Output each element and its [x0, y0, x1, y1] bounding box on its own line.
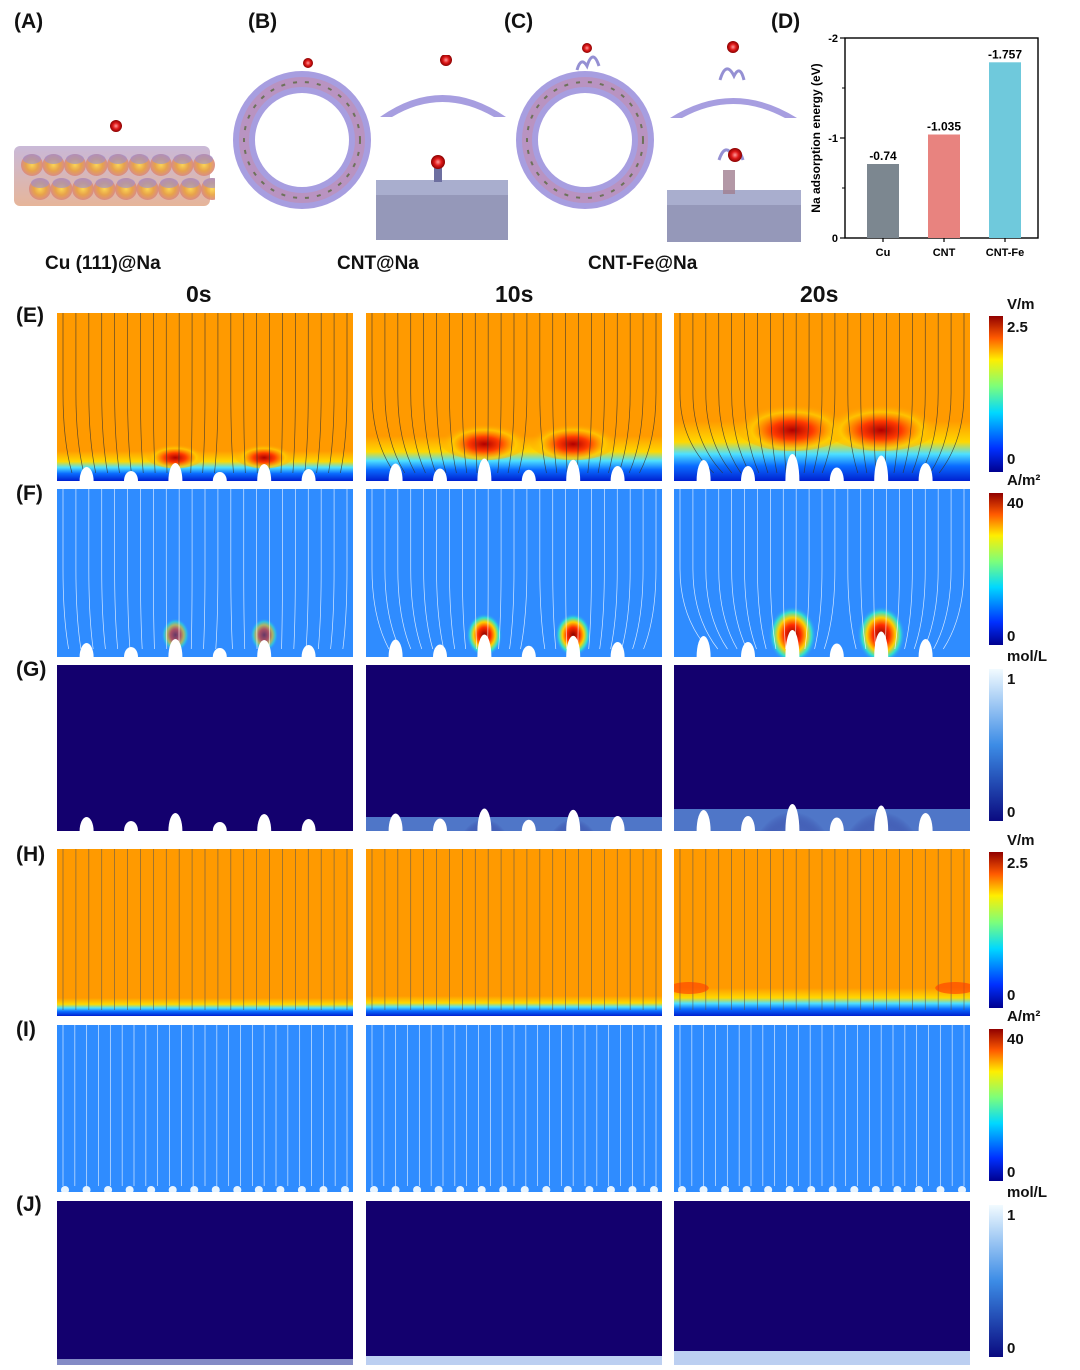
panel-label-i: (I): [16, 1018, 36, 1041]
colorbar-h-max: 2.5: [1007, 855, 1028, 872]
bar-value-label: -1.035: [927, 120, 961, 134]
y-tick-label: -2: [828, 33, 838, 45]
colorbar-i: [989, 1029, 1003, 1181]
bar-cnt: [928, 134, 960, 238]
panel-label-f: (F): [16, 482, 43, 505]
bar-value-label: -1.757: [988, 47, 1022, 61]
colorbar-f-unit: A/m²: [1007, 472, 1041, 489]
bar-value-label: -0.74: [869, 149, 897, 163]
colorbar-h-unit: V/m: [1007, 832, 1035, 849]
map-g-t0: [57, 665, 353, 831]
adsorption-energy-chart: 0 -1 -2 Na adsorption energy (eV) -0.74 Cu -1.…: [809, 33, 1039, 259]
colorbar-f: [989, 493, 1003, 645]
colorbar-j-max: 1: [1007, 1207, 1016, 1224]
y-tick-label: -1: [828, 133, 838, 145]
colorbar-i-min: 0: [1007, 1164, 1016, 1181]
map-j-t1: [366, 1201, 662, 1365]
colorbar-e-max: 2.5: [1007, 319, 1028, 336]
map-e-t2: [674, 313, 970, 481]
cnt-structure-image: [233, 55, 508, 240]
panel-label-b: (B): [248, 10, 278, 33]
na-atom: [110, 120, 122, 132]
colorbar-g-min: 0: [1007, 804, 1016, 821]
x-tick-label: Cu: [876, 247, 891, 259]
map-g-t1: [366, 665, 662, 831]
bar-cu: [867, 164, 899, 238]
map-h-t1: [366, 849, 662, 1016]
panel-label-g: (G): [16, 658, 47, 681]
map-i-t2: [674, 1025, 970, 1192]
panel-label-e: (E): [16, 304, 44, 327]
colorbar-g-max: 1: [1007, 671, 1016, 688]
colorbar-e: [989, 316, 1003, 472]
map-i-t1: [366, 1025, 662, 1192]
panel-label-d: (D): [771, 10, 801, 33]
time-label-0s: 0s: [186, 281, 212, 307]
map-e-t0: [57, 313, 353, 481]
caption-cnt: CNT@Na: [337, 253, 419, 274]
bar-cnt-fe: [989, 62, 1021, 238]
map-i-t0: [57, 1025, 353, 1192]
colorbar-g: [989, 669, 1003, 821]
colorbar-j: [989, 1205, 1003, 1357]
map-f-t0: [57, 489, 353, 657]
colorbar-h-min: 0: [1007, 987, 1016, 1004]
y-tick-label: 0: [832, 233, 838, 245]
caption-cu: Cu (111)@Na: [45, 253, 161, 274]
colorbar-f-min: 0: [1007, 628, 1016, 645]
colorbar-j-min: 0: [1007, 1340, 1016, 1357]
map-g-t2: [674, 665, 970, 831]
panel-label-c: (C): [504, 10, 534, 33]
cu-slab-image: [14, 120, 215, 206]
panel-label-h: (H): [16, 843, 46, 866]
colorbar-h: [989, 852, 1003, 1008]
map-h-t2: [674, 849, 970, 1016]
time-label-20s: 20s: [800, 281, 839, 307]
map-h-t0: [57, 849, 353, 1016]
caption-cntfe: CNT-Fe@Na: [588, 253, 698, 274]
x-tick-label: CNT-Fe: [986, 247, 1025, 259]
colorbar-e-min: 0: [1007, 451, 1016, 468]
time-label-10s: 10s: [495, 281, 534, 307]
colorbar-j-unit: mol/L: [1007, 1184, 1047, 1201]
cntfe-structure-image: [516, 41, 801, 242]
colorbar-f-max: 40: [1007, 495, 1024, 512]
panel-label-a: (A): [14, 10, 44, 33]
x-tick-label: CNT: [933, 247, 956, 259]
map-e-t1: [366, 313, 662, 481]
y-axis-label: Na adsorption energy (eV): [809, 63, 823, 212]
colorbar-g-unit: mol/L: [1007, 648, 1047, 665]
colorbar-i-unit: A/m²: [1007, 1008, 1041, 1025]
colorbar-e-unit: V/m: [1007, 296, 1035, 313]
map-f-t2: [674, 489, 970, 657]
map-j-t2: [674, 1201, 970, 1365]
colorbar-i-max: 40: [1007, 1031, 1024, 1048]
panel-label-j: (J): [16, 1193, 42, 1216]
map-j-t0: [57, 1201, 353, 1365]
map-f-t1: [366, 489, 662, 657]
